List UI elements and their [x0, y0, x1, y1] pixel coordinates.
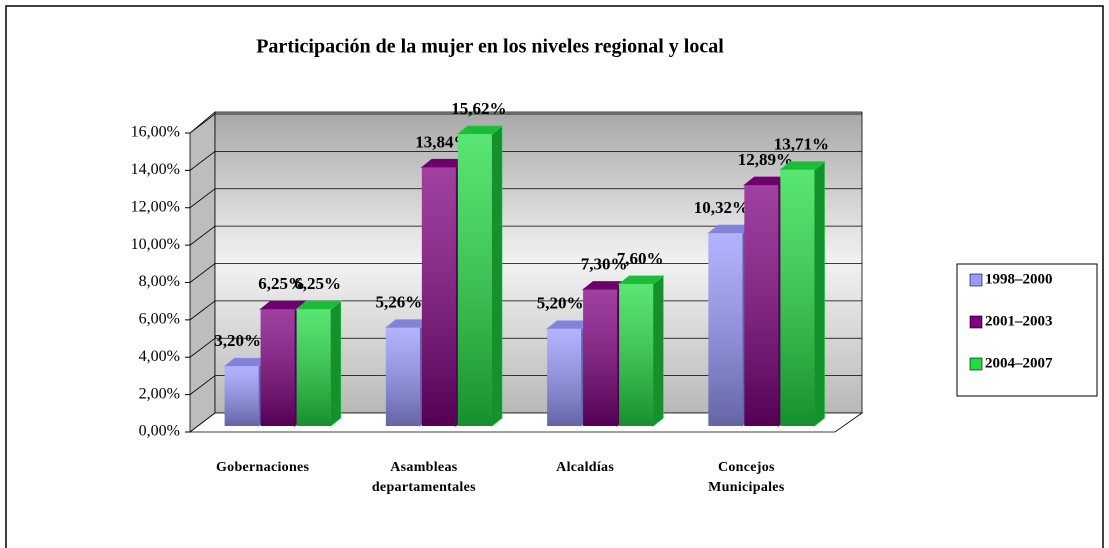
- floor: [188, 412, 864, 433]
- bar-top-shade: [619, 275, 664, 284]
- frame: [5, 5, 1104, 548]
- value-label: 6,25%: [294, 274, 341, 293]
- value-label: 6,25%: [258, 274, 305, 293]
- grid-line: [189, 188, 862, 209]
- value-label: 5,26%: [376, 293, 423, 312]
- bar-top-shade: [780, 161, 825, 170]
- y-tick-label: 6,00%: [139, 311, 180, 328]
- grid-line: [189, 150, 862, 171]
- value-label: 15,62%: [451, 99, 506, 118]
- value-label: 13,71%: [774, 135, 829, 154]
- bar-shade: [547, 328, 582, 426]
- legend-swatch: [969, 315, 983, 329]
- y-tick-label: 8,00%: [139, 273, 180, 290]
- x-tick-label: Asambleas departamentales: [371, 460, 476, 495]
- y-tick-label: 16,00%: [131, 124, 180, 141]
- bar-shade: [619, 283, 654, 426]
- bar-shade: [708, 233, 743, 426]
- y-tick-label: 0,00%: [139, 423, 180, 440]
- grid-line: [189, 263, 862, 283]
- bar-top-shade: [296, 301, 341, 310]
- side-wall: [189, 111, 216, 433]
- legend-label: 2004–2007: [985, 355, 1053, 371]
- bar-top-shade: [260, 301, 305, 310]
- x-tick-label: Gobernaciones: [215, 460, 310, 475]
- x-tick-label: Concejos Municipales: [708, 460, 785, 495]
- legend-label: 1998–2000: [985, 271, 1053, 287]
- bar-top-shade: [547, 320, 592, 329]
- bar-side-shade: [653, 275, 664, 426]
- bar-side-shade: [330, 301, 341, 426]
- y-tick-label: 10,00%: [131, 236, 180, 253]
- bar-side-shade: [814, 161, 825, 426]
- y-tick-label: 12,00%: [131, 198, 180, 215]
- grid-line: [189, 113, 862, 134]
- legend-swatch: [969, 357, 983, 371]
- bar-shade: [260, 309, 295, 426]
- value-label: 12,89%: [738, 150, 793, 169]
- y-tick-label: 2,00%: [139, 385, 180, 402]
- legend-swatch: [969, 273, 983, 287]
- bar-shade: [224, 366, 259, 426]
- bar-shade: [780, 169, 815, 426]
- bar-shade: [583, 289, 618, 426]
- legend: [956, 263, 1098, 397]
- value-label: 5,20%: [537, 294, 584, 313]
- bar-top-shade: [457, 126, 502, 135]
- legend-label: 2001–2003: [985, 313, 1053, 329]
- y-tick-label: 4,00%: [139, 348, 180, 365]
- bar-side-shade: [491, 126, 502, 426]
- bar-top-shade: [385, 319, 430, 328]
- bar-shade: [744, 185, 779, 426]
- chart-title: Participación de la mujer en los niveles…: [256, 36, 724, 58]
- value-label: 7,30%: [581, 254, 628, 273]
- bar-top-shade: [224, 358, 269, 367]
- bar-top-shade: [708, 225, 753, 234]
- value-label: 7,60%: [617, 249, 664, 268]
- grid-line: [189, 225, 862, 246]
- y-tick-label: 14,00%: [131, 161, 180, 178]
- value-label: 10,32%: [694, 198, 749, 217]
- x-tick-label: Alcaldías: [556, 460, 615, 475]
- bar-shade: [457, 134, 492, 426]
- bar-top-shade: [583, 281, 628, 290]
- bar-shade: [385, 327, 420, 426]
- value-label: 13,84%: [415, 132, 470, 151]
- bar-top-shade: [421, 159, 466, 168]
- bar-shade: [296, 309, 331, 426]
- value-label: 3,20%: [214, 331, 261, 350]
- bar-shade: [421, 167, 456, 427]
- bar-top-shade: [744, 177, 789, 186]
